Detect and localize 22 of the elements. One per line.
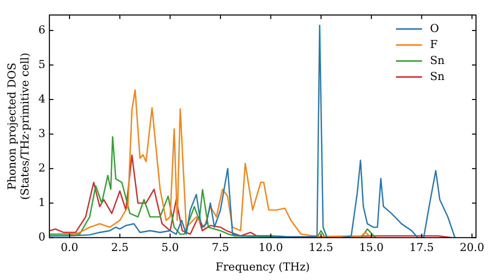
x-tick-label: 2.5 (111, 241, 129, 254)
y-tick-label: 6 (38, 23, 46, 36)
y-axis-title: Phonon projected DOS (States/THz·primitive cell) (5, 52, 32, 200)
x-tick-label: 12.5 (308, 241, 334, 254)
y-tick-label: 4 (38, 92, 46, 106)
y-tick-label: 5 (38, 58, 46, 71)
x-tick-label: 17.5 (409, 241, 434, 254)
legend-label: F (430, 38, 438, 51)
x-axis-title: Frequency (THz) (216, 260, 310, 274)
x-tick-label: 10.0 (258, 241, 283, 254)
legend-label: Sn (430, 54, 445, 67)
y-tick-label: 3 (38, 126, 46, 140)
x-tick-label: 0.0 (60, 241, 78, 254)
y-tick-label: 1 (38, 196, 46, 209)
x-tick-label: 7.5 (212, 241, 230, 254)
legend-label: Sn (430, 70, 445, 83)
x-tick-label: 15.0 (359, 241, 384, 254)
y-tick-label: 2 (38, 161, 46, 174)
x-tick-label: 5.0 (161, 241, 179, 254)
x-tick-label: 20.0 (460, 241, 484, 254)
legend-label: O (430, 22, 440, 35)
y-tick-label: 0 (38, 230, 46, 244)
